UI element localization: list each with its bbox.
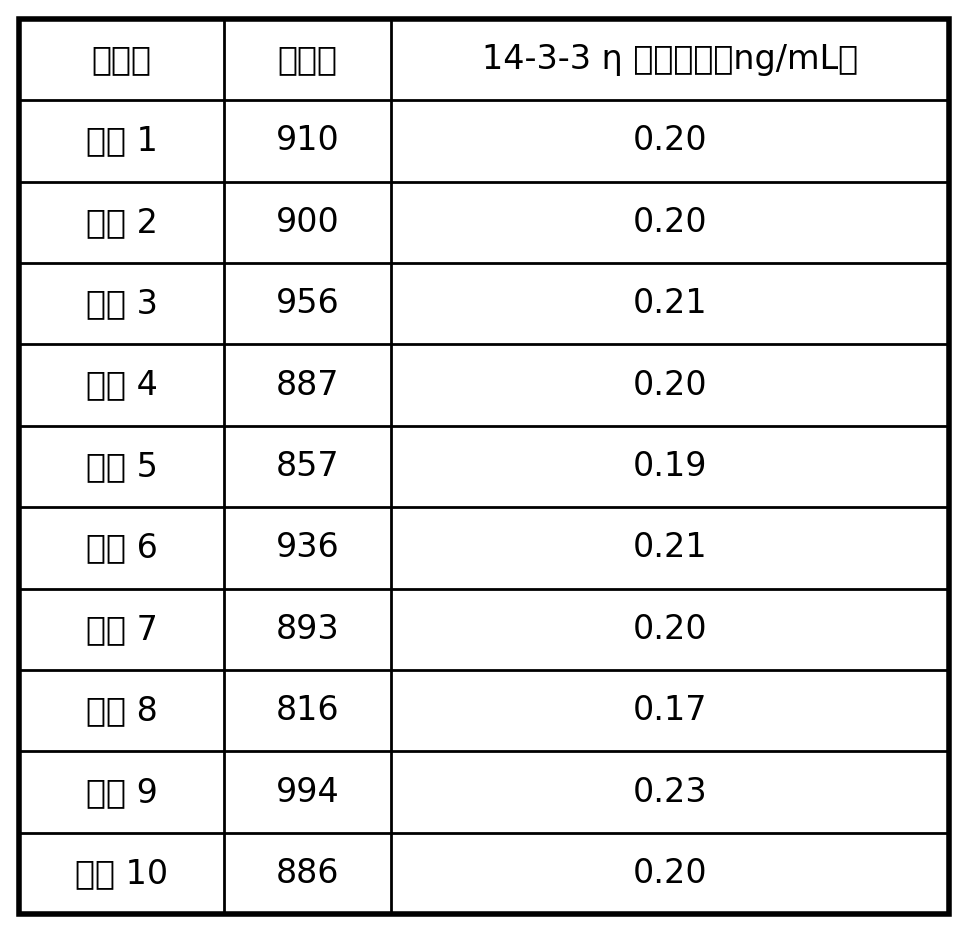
Text: 0.17: 0.17 <box>633 694 707 728</box>
Text: 测量 2: 测量 2 <box>85 205 158 239</box>
Text: 0.20: 0.20 <box>632 205 708 239</box>
Text: 0.21: 0.21 <box>632 287 708 320</box>
Text: 956: 956 <box>276 287 340 320</box>
Text: 信号值: 信号值 <box>278 43 338 76</box>
Text: 994: 994 <box>276 775 340 809</box>
Text: 测量 10: 测量 10 <box>75 857 168 890</box>
Text: 测量 7: 测量 7 <box>85 613 158 646</box>
Text: 测量 8: 测量 8 <box>86 694 158 728</box>
Text: 936: 936 <box>276 532 340 564</box>
Text: 816: 816 <box>276 694 339 728</box>
Text: 测量 1: 测量 1 <box>85 124 158 158</box>
Text: 900: 900 <box>276 205 340 239</box>
Text: 0.21: 0.21 <box>632 532 708 564</box>
Text: 测量 9: 测量 9 <box>85 775 158 809</box>
Text: 测量 6: 测量 6 <box>85 532 158 564</box>
Text: 893: 893 <box>276 613 339 646</box>
Text: 0.19: 0.19 <box>633 450 707 483</box>
Text: 14-3-3 η 蛋白浓度（ng/mL）: 14-3-3 η 蛋白浓度（ng/mL） <box>482 43 858 76</box>
Text: 0.20: 0.20 <box>632 613 708 646</box>
Text: 0.20: 0.20 <box>632 124 708 158</box>
Text: 857: 857 <box>276 450 339 483</box>
Text: 测量 4: 测量 4 <box>85 369 158 401</box>
Text: 0.20: 0.20 <box>632 857 708 890</box>
Text: 0.23: 0.23 <box>632 775 708 809</box>
Text: 887: 887 <box>276 369 339 401</box>
Text: 910: 910 <box>276 124 340 158</box>
Text: 886: 886 <box>276 857 339 890</box>
Text: 测量 3: 测量 3 <box>85 287 158 320</box>
Text: 0.20: 0.20 <box>632 369 708 401</box>
Text: 测量 5: 测量 5 <box>85 450 158 483</box>
Text: 测量次: 测量次 <box>92 43 152 76</box>
